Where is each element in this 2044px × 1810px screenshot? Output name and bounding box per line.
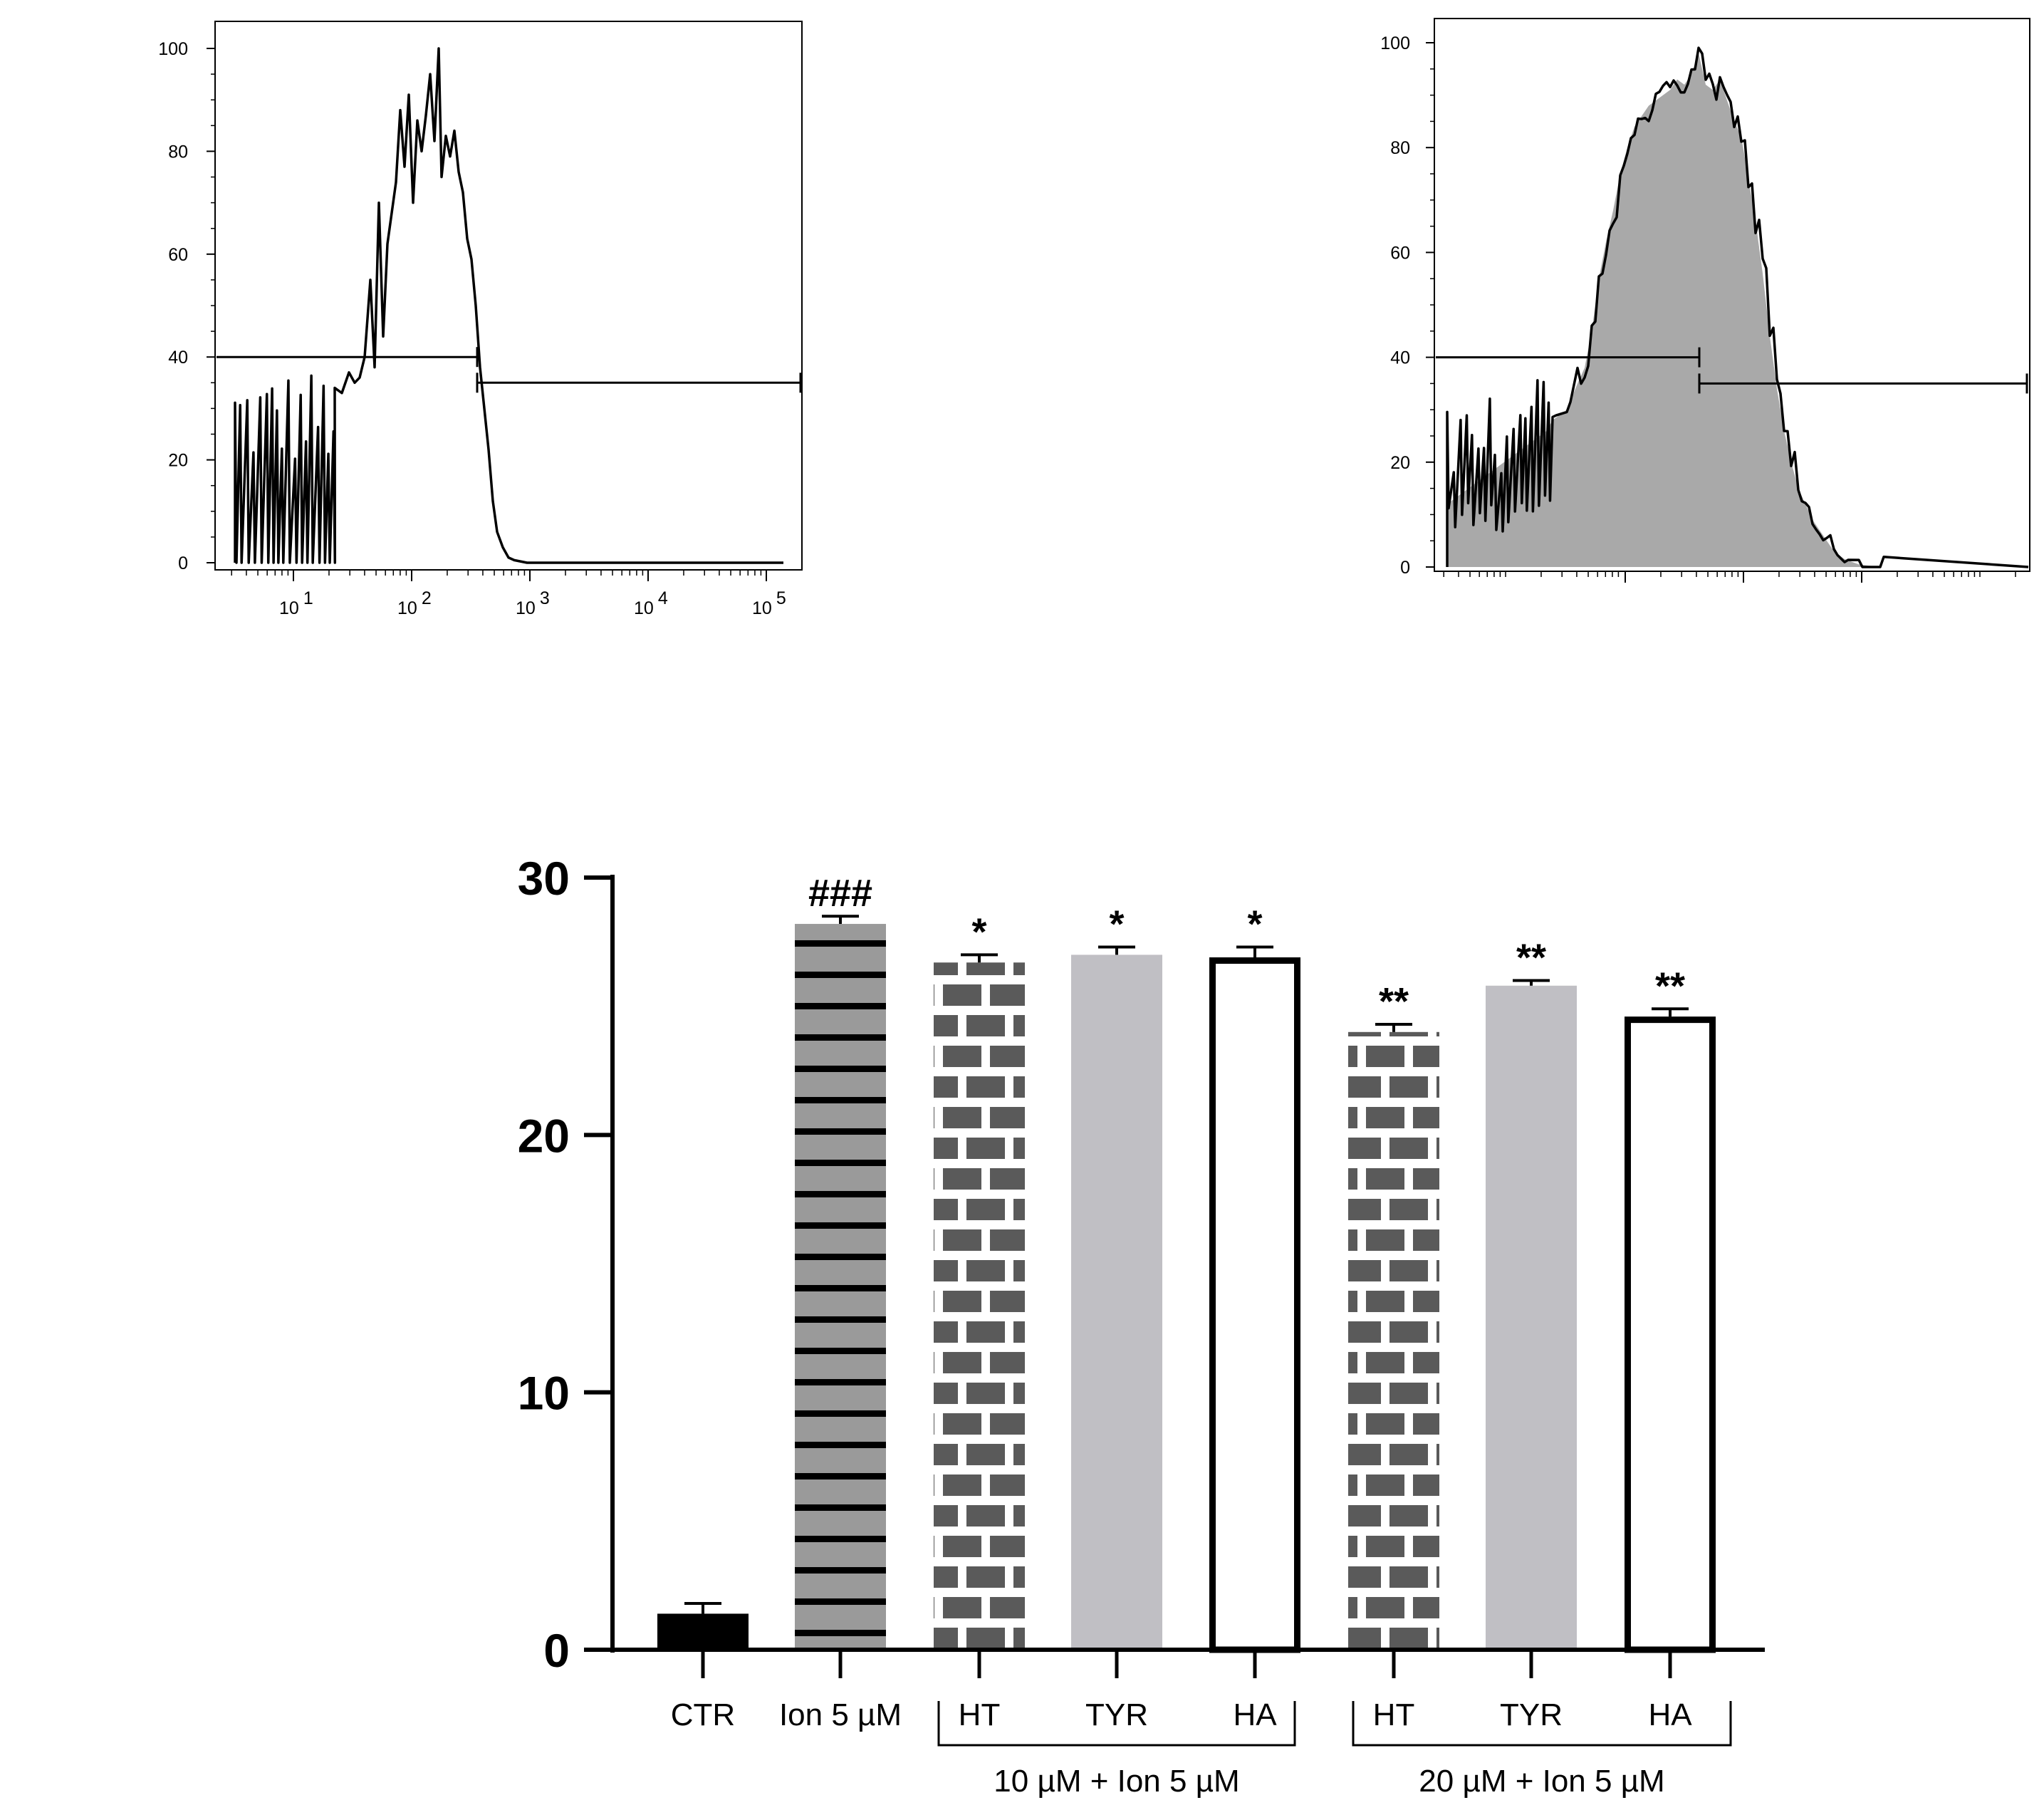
y-tick-label: 0: [1400, 558, 1410, 578]
histogram-fill-b: [1447, 53, 2028, 568]
bars-c: CTR ### Ion 5 µM * HT * TYR * HA ** HT ** TYR ** HA: [657, 872, 1716, 1732]
y-tick-label: 40: [1390, 348, 1410, 368]
y-tick-label: 30: [518, 852, 570, 905]
bar: [795, 924, 886, 1650]
significance-label: ###: [808, 872, 872, 915]
significance-label: *: [1247, 903, 1262, 946]
plot-frame-a: [214, 21, 803, 571]
bar: [1071, 955, 1162, 1650]
bar: [657, 1613, 749, 1650]
category-label: HT: [959, 1697, 1001, 1732]
y-tick-label: 20: [168, 451, 188, 471]
bar: [1348, 1031, 1439, 1650]
significance-label: **: [1655, 964, 1685, 1007]
group-brackets-c: 10 µM + Ion 5 µM 20 µM + Ion 5 µM: [937, 1701, 1732, 1799]
histogram-trace-a: [234, 47, 783, 564]
y-tick-label: 80: [1390, 138, 1410, 158]
y-tick-label: 80: [168, 142, 188, 162]
y-ticks-b: 0 20 40 60 80 100: [1380, 33, 1434, 578]
category-label: HT: [1373, 1697, 1415, 1732]
y-tick-label: 60: [1390, 243, 1410, 263]
y-tick-label: 0: [178, 553, 188, 573]
y-tick-label: 0: [543, 1624, 570, 1677]
y-tick-label: 40: [168, 348, 188, 368]
category-label: TYR: [1085, 1697, 1148, 1732]
y-tick-label: 20: [518, 1109, 570, 1162]
x-ticks-a: 10 1 10 2 10 3 10 4 10 5: [231, 570, 786, 618]
bar: [1209, 957, 1300, 1653]
significance-label: *: [1109, 903, 1124, 946]
bar: [1486, 985, 1577, 1650]
x-tick-label: 10 1: [279, 588, 313, 618]
axes-c: 0 10 20 30: [518, 852, 1765, 1678]
group-label: 10 µM + Ion 5 µM: [994, 1764, 1239, 1799]
category-label: HA: [1233, 1697, 1277, 1732]
significance-label: **: [1516, 937, 1546, 979]
y-tick-label: 20: [1390, 453, 1410, 473]
category-label: Ion 5 µM: [779, 1697, 902, 1732]
y-tick-label: 10: [518, 1367, 570, 1420]
histogram-panel-b: 0 20 40 60 80 100: [1380, 18, 2030, 583]
group-bracket: [1352, 1701, 1732, 1747]
gates-b: [1436, 347, 2028, 394]
significance-label: *: [971, 910, 986, 953]
category-label: CTR: [671, 1697, 735, 1732]
histogram-trace-b: [1446, 46, 2029, 568]
group-label: 20 µM + Ion 5 µM: [1419, 1764, 1664, 1799]
group-bracket: [937, 1701, 1296, 1747]
y-ticks-a: 0 20 40 60 80 100: [158, 39, 215, 573]
x-ticks-b: [1443, 571, 2016, 583]
y-tick-label: 60: [168, 245, 188, 265]
category-label: HA: [1648, 1697, 1692, 1732]
x-tick-label: 10 4: [634, 588, 668, 618]
category-label: TYR: [1500, 1697, 1563, 1732]
y-tick-label: 100: [158, 39, 188, 59]
gates-a: [217, 347, 802, 393]
y-tick-label: 100: [1380, 33, 1410, 53]
histogram-panel-a: 0 20 40 60 80 100 10 1 10 2 10 3 10 4 10 5: [158, 21, 803, 618]
bar: [934, 962, 1025, 1650]
x-tick-label: 10 3: [516, 588, 550, 618]
x-tick-label: 10 5: [752, 588, 786, 618]
x-tick-label: 10 2: [397, 588, 432, 618]
bar-chart-panel-c: CTR ### Ion 5 µM * HT * TYR * HA ** HT ** TYR ** HA 0 1…: [518, 852, 1765, 1799]
bar: [1625, 1016, 1716, 1653]
significance-label: **: [1379, 980, 1409, 1023]
